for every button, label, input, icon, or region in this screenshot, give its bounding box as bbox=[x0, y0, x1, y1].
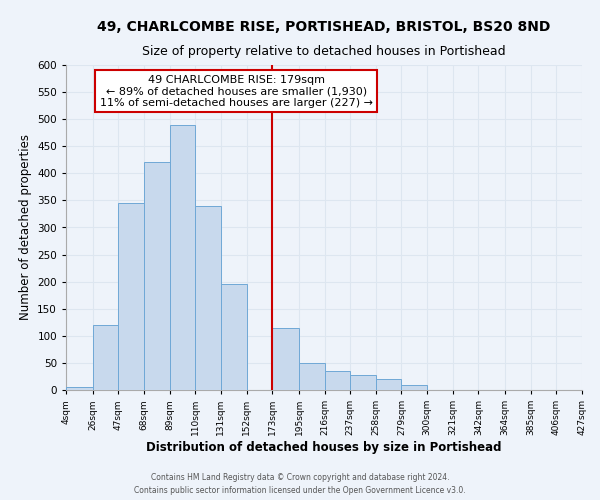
Text: 49, CHARLCOMBE RISE, PORTISHEAD, BRISTOL, BS20 8ND: 49, CHARLCOMBE RISE, PORTISHEAD, BRISTOL… bbox=[97, 20, 551, 34]
Text: Size of property relative to detached houses in Portishead: Size of property relative to detached ho… bbox=[142, 45, 506, 58]
Bar bbox=[93, 325, 118, 390]
Bar bbox=[221, 284, 247, 390]
Bar bbox=[376, 379, 401, 390]
Bar bbox=[325, 371, 350, 390]
X-axis label: Distribution of detached houses by size in Portishead: Distribution of detached houses by size … bbox=[146, 441, 502, 454]
Bar bbox=[144, 162, 170, 390]
Bar bbox=[170, 124, 196, 390]
Bar bbox=[196, 206, 221, 390]
Text: Contains public sector information licensed under the Open Government Licence v3: Contains public sector information licen… bbox=[134, 486, 466, 495]
Text: Contains HM Land Registry data © Crown copyright and database right 2024.: Contains HM Land Registry data © Crown c… bbox=[151, 474, 449, 482]
Bar bbox=[118, 203, 144, 390]
Bar bbox=[401, 384, 427, 390]
Bar bbox=[272, 328, 299, 390]
Bar bbox=[350, 376, 376, 390]
Bar bbox=[66, 388, 93, 390]
Y-axis label: Number of detached properties: Number of detached properties bbox=[19, 134, 32, 320]
Bar bbox=[299, 363, 325, 390]
Text: 49 CHARLCOMBE RISE: 179sqm
← 89% of detached houses are smaller (1,930)
11% of s: 49 CHARLCOMBE RISE: 179sqm ← 89% of deta… bbox=[100, 74, 373, 108]
